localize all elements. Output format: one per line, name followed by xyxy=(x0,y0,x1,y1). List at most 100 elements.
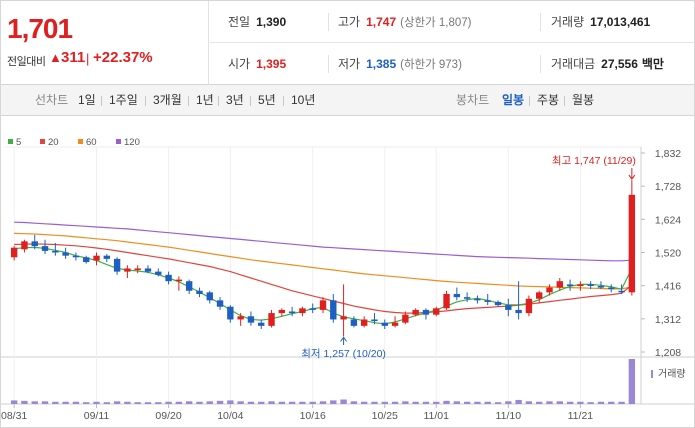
low-cell: 저가 1,385 (하한가 973) xyxy=(338,43,462,85)
candle-body xyxy=(402,314,409,323)
candle-body xyxy=(52,250,59,253)
volume-bar xyxy=(72,401,80,404)
candle-body xyxy=(247,316,255,323)
volume-bar xyxy=(144,402,152,404)
legend-swatch-5 xyxy=(8,139,13,144)
candle-body xyxy=(206,292,213,301)
volume-label: 거래량 xyxy=(551,15,585,29)
period-10y[interactable]: 10년 xyxy=(291,93,316,107)
volume-bar xyxy=(463,401,471,404)
volume-bar xyxy=(41,401,49,404)
legend-label-60: 60 xyxy=(86,137,97,148)
volume-bar xyxy=(391,401,399,404)
candle-body xyxy=(618,290,625,293)
x-tick-label: 09/20 xyxy=(155,410,181,422)
low-value: 1,385 xyxy=(366,57,397,71)
open-value: 1,395 xyxy=(256,57,287,71)
volume-bar xyxy=(309,401,316,404)
volume-bar xyxy=(134,402,141,404)
candle-weekly[interactable]: 주봉 xyxy=(537,93,560,107)
ma-line-120 xyxy=(14,221,632,262)
x-tick-label: 11/21 xyxy=(568,410,594,422)
volume-bar xyxy=(340,399,347,404)
candle-body xyxy=(175,279,183,282)
min-price-annotation: 최저 1,257 (10/20) xyxy=(301,348,386,360)
amount-label: 거래대금 xyxy=(551,57,596,71)
volume-bar xyxy=(443,400,450,404)
period-5y[interactable]: 5년 xyxy=(258,93,276,107)
volume-bar xyxy=(453,401,461,404)
legend-label-20: 20 xyxy=(48,137,59,148)
legend-label-5: 5 xyxy=(16,137,21,148)
divider xyxy=(529,96,530,106)
legend-swatch-20 xyxy=(40,139,45,144)
candle-body xyxy=(391,322,399,326)
x-tick-label: 09/11 xyxy=(84,410,110,422)
volume-bar xyxy=(371,401,378,404)
change-value: 311 xyxy=(61,49,86,66)
x-tick-label: 08/31 xyxy=(1,410,27,422)
volume-bar xyxy=(62,401,69,404)
candle-body xyxy=(93,255,100,261)
volume-bar xyxy=(515,399,522,404)
candle-body xyxy=(31,241,38,247)
divider xyxy=(188,96,189,106)
x-tick-label: 10/25 xyxy=(372,410,398,422)
volume-bar xyxy=(124,401,131,404)
volume-bar xyxy=(268,401,275,404)
quote-header: 1,701 전일대비 ▲ 311 | +22.37% 전일 1,390 고가 1,7… xyxy=(1,1,694,85)
y-tick-label: 1,832 xyxy=(655,148,681,160)
candle-daily[interactable]: 일봉 xyxy=(502,93,525,107)
volume-bar xyxy=(93,401,100,404)
x-tick-label: 10/16 xyxy=(300,410,326,422)
candle-body xyxy=(422,309,430,315)
volume-axis-label: 거래량 xyxy=(658,368,686,380)
period-1d[interactable]: 1일 xyxy=(78,93,96,107)
divider xyxy=(283,96,284,106)
volume-bar xyxy=(484,401,491,404)
candle-body xyxy=(433,308,440,315)
volume-bar xyxy=(155,402,162,404)
candle-monthly[interactable]: 월봉 xyxy=(572,93,595,107)
divider xyxy=(564,96,565,106)
candle-body xyxy=(350,319,358,326)
period-1w[interactable]: 1주일 xyxy=(109,93,138,107)
candle-body xyxy=(196,290,203,294)
current-price: 1,701 xyxy=(7,13,73,44)
max-price-annotation: 최고 1,747 (11/29) xyxy=(552,155,636,167)
candle-body xyxy=(494,301,502,306)
candle-body xyxy=(536,292,543,299)
upper-limit-text: (상한가 1,807) xyxy=(400,17,472,29)
candle-body xyxy=(227,306,234,320)
period-3m[interactable]: 3개월 xyxy=(153,93,182,107)
period-1y[interactable]: 1년 xyxy=(196,93,214,107)
volume-bar xyxy=(556,401,563,404)
candle-body xyxy=(463,297,471,299)
candle-body xyxy=(309,308,316,310)
volume-bar xyxy=(103,402,110,404)
candle-body xyxy=(319,300,327,310)
volume-bar xyxy=(175,401,183,404)
candle-body xyxy=(288,311,296,314)
candle-body xyxy=(124,268,131,272)
y-tick-label: 1,624 xyxy=(655,214,681,226)
ma-line-60 xyxy=(14,232,633,290)
candle-body xyxy=(474,298,481,301)
divider xyxy=(328,13,329,31)
y-tick-label: 1,312 xyxy=(655,314,681,326)
volume-cell: 거래량 17,013,461 xyxy=(551,1,650,43)
max-arrow-head xyxy=(628,174,636,180)
period-3y[interactable]: 3년 xyxy=(226,93,244,107)
candle-body xyxy=(268,313,275,326)
volume-bar xyxy=(597,401,605,404)
line-chart-label: 선차트 xyxy=(35,93,69,107)
volume-bar xyxy=(258,401,265,404)
volume-bar xyxy=(494,402,502,404)
quote-row: 시가 1,395 저가 1,385 (하한가 973) 거래대금 27,556 백만 xyxy=(210,43,694,85)
open-cell: 시가 1,395 xyxy=(228,43,286,85)
volume-bar xyxy=(402,401,409,404)
candle-body xyxy=(155,271,162,275)
divider xyxy=(101,96,102,106)
candle-body xyxy=(546,287,553,293)
